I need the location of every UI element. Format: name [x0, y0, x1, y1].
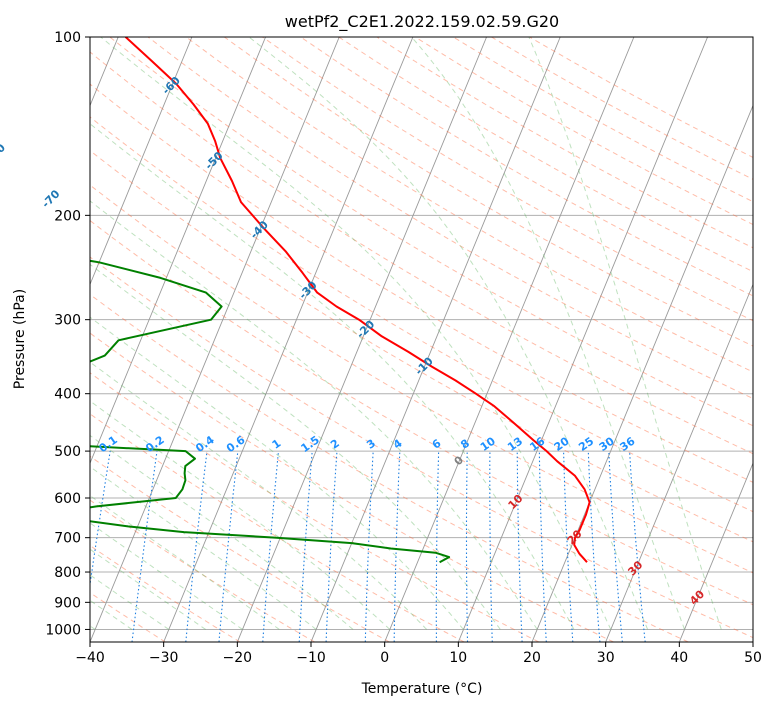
dry-adiabat-line: [90, 592, 166, 642]
x-tick-label: 10: [449, 650, 467, 666]
isotherm-line: [678, 462, 753, 642]
dry-adiabat-line: [262, 37, 753, 322]
moist-adiabat-line: [90, 522, 243, 630]
moist-adiabat-line: [90, 316, 464, 630]
x-tick-label: −40: [75, 650, 105, 666]
dry-adiabat-line: [147, 37, 753, 400]
moist-adiabat-lines: [90, 37, 722, 630]
dry-adiabat-line: [90, 499, 315, 642]
y-tick-label: 800: [54, 565, 81, 581]
mixing-ratio-line: [608, 451, 623, 642]
isotherm-line: [531, 104, 753, 642]
plot-frame: [89, 36, 754, 643]
moist-adiabat-line: [90, 123, 575, 630]
y-tick-label: 300: [54, 313, 81, 329]
sounding-series: [90, 37, 591, 564]
dry-adiabat-line: [90, 116, 753, 513]
y-axis-label: Pressure (hPa): [12, 289, 28, 389]
y-tick-label: 400: [54, 387, 81, 403]
y-tick-label: 900: [54, 595, 81, 611]
x-axis-label: Temperature (°C): [361, 681, 483, 697]
mixing-ratio-line: [262, 451, 280, 642]
moist-adiabat-line: [528, 37, 722, 630]
dry-adiabat-line: [90, 372, 540, 642]
isobar-lines: [90, 37, 753, 630]
moist-adiabat-line: [411, 37, 685, 630]
dry-adiabat-line: [90, 51, 753, 455]
moist-adiabat-line: [90, 200, 538, 630]
moist-adiabat-line: [100, 37, 612, 630]
x-tick-label: 30: [597, 650, 615, 666]
isotherm-line: [163, 37, 414, 642]
isotherm-line: [310, 37, 561, 642]
isotherm-line: [457, 37, 708, 642]
dry-adiabat-line: [90, 455, 390, 642]
x-tick-label: 50: [744, 650, 762, 666]
dry-adiabat-line: [90, 149, 753, 543]
mixing-ratio-line: [131, 451, 158, 642]
isotherm-line: [384, 37, 635, 642]
x-tick-label: 20: [523, 650, 541, 666]
mixing-ratio-line: [218, 451, 239, 642]
isotherm-lines: [90, 37, 753, 642]
x-tick-label: 40: [670, 650, 688, 666]
isotherm-label: -80: [0, 141, 8, 164]
moist-adiabat-line: [90, 548, 206, 630]
dewpoint-profile-line: [90, 259, 451, 564]
isotherm-line: [236, 37, 487, 642]
isotherm-line: [605, 283, 753, 642]
y-tick-label: 1000: [45, 622, 81, 638]
y-tick-label: 200: [54, 208, 81, 224]
x-axis-ticks: −40 −30 −20 −10 0 10 20 30 40 50: [75, 642, 762, 666]
moist-adiabat-line: [90, 434, 354, 630]
moist-adiabat-line: [90, 400, 391, 630]
temperature-profile-line: [124, 37, 591, 563]
x-tick-label: −10: [296, 650, 326, 666]
moist-adiabat-line: [90, 361, 428, 630]
dry-adiabat-line: [224, 37, 753, 347]
isotherm-line: [90, 37, 193, 286]
y-tick-label: 700: [54, 531, 81, 547]
isotherm-line: [90, 37, 340, 642]
dry-adiabat-line: [90, 413, 465, 642]
dry-adiabat-line: [90, 332, 614, 642]
isotherm-line: [90, 37, 266, 465]
moist-adiabat-line: [90, 466, 317, 630]
mixing-ratio-line: [628, 451, 646, 642]
y-tick-label: 500: [54, 444, 81, 460]
chart-title: wetPf2_C2E1.2022.159.02.59.G20: [285, 12, 559, 32]
mixing-ratio-lines: [90, 451, 646, 642]
mixing-ratio-line: [185, 451, 208, 642]
dry-adiabat-line: [90, 256, 753, 639]
y-axis-ticks: 100 200 300 400 500 600 700 800 900 1000: [45, 30, 90, 638]
y-tick-label: 100: [54, 30, 81, 46]
dry-adiabat-line: [90, 184, 753, 574]
y-tick-label: 600: [54, 491, 81, 507]
x-tick-label: −30: [149, 650, 179, 666]
x-tick-label: 0: [380, 650, 389, 666]
mixing-ratio-line: [90, 451, 111, 589]
moist-adiabat-line: [90, 574, 170, 630]
chart-grid: [90, 37, 753, 642]
x-tick-label: −20: [223, 650, 253, 666]
moist-adiabat-line: [248, 37, 649, 630]
